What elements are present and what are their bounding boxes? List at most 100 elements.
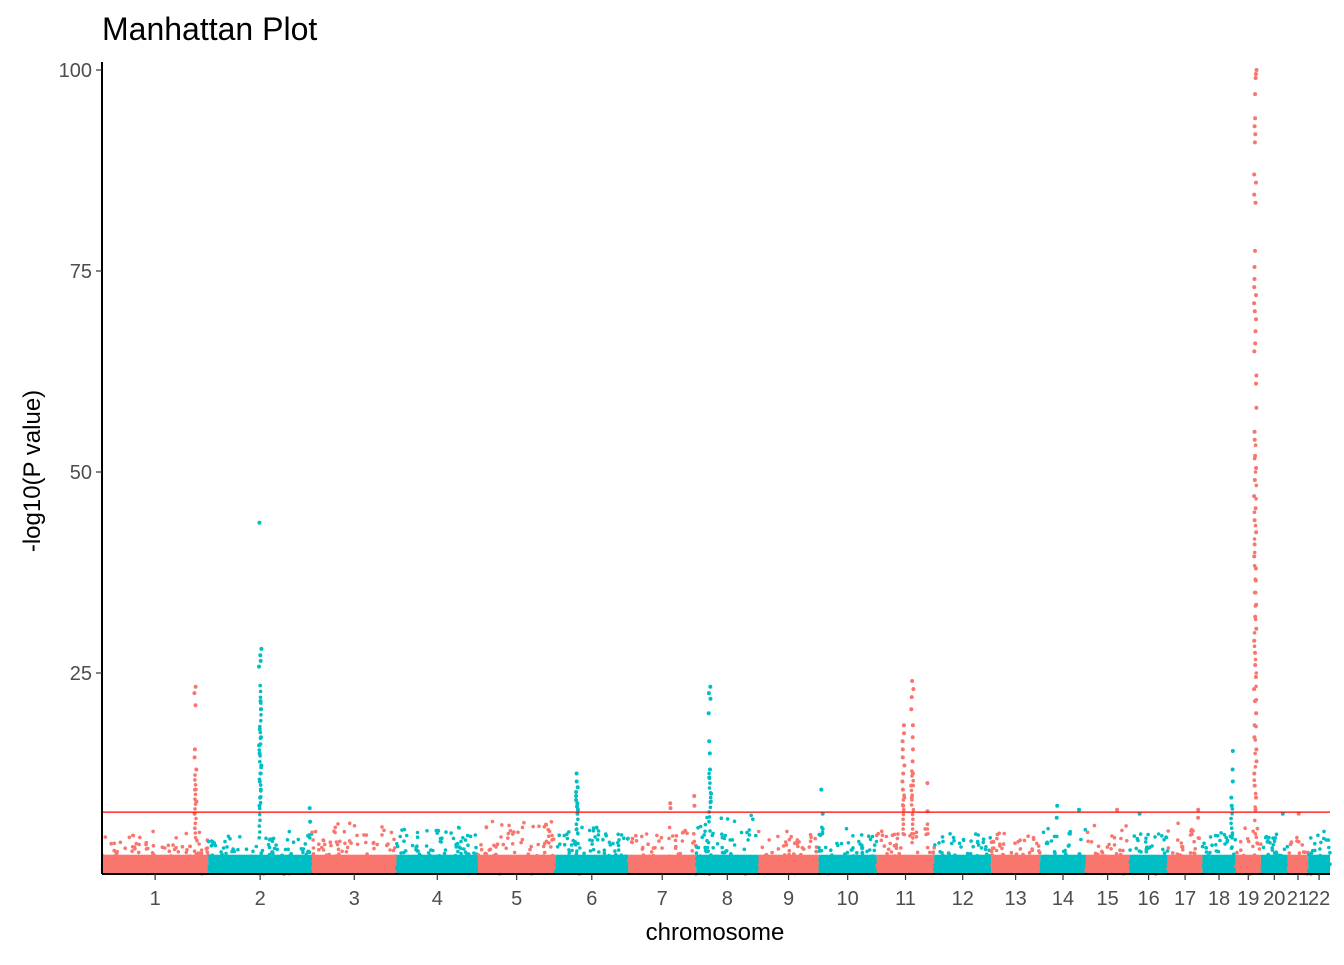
snp-point <box>728 838 732 842</box>
snp-point <box>1134 846 1139 851</box>
peak-snp-point <box>1252 778 1257 782</box>
x-tick-label-6: 6 <box>586 888 597 910</box>
peak-snp-point <box>574 794 579 798</box>
snp-density-band <box>1085 854 1130 874</box>
snp-point <box>439 840 444 844</box>
peak-snp-point <box>901 803 905 807</box>
peak-snp-point <box>901 817 905 822</box>
snp-point <box>1295 835 1299 840</box>
snp-point <box>800 846 805 850</box>
snp-point <box>1255 826 1260 831</box>
snp-point <box>484 852 489 856</box>
snp-point <box>657 839 661 843</box>
snp-point <box>542 850 547 855</box>
snp-point <box>957 841 962 846</box>
snp-point <box>933 843 937 847</box>
snp-point <box>1208 835 1213 839</box>
peak-snp-point <box>1253 341 1258 346</box>
y-tick-label-50: 50 <box>70 462 92 484</box>
snp-point <box>499 835 503 839</box>
snp-point <box>720 845 724 850</box>
peak-snp-point <box>707 819 711 824</box>
snp-point <box>137 842 141 847</box>
snp-point <box>851 834 855 838</box>
y-tick-label-100: 100 <box>59 60 92 82</box>
snp-point <box>349 841 353 845</box>
snp-point <box>238 835 242 839</box>
snp-point <box>345 845 350 850</box>
peak-snp-point <box>1229 826 1234 830</box>
snp-point <box>951 835 956 840</box>
snp-point <box>199 851 204 856</box>
peak-snp-point <box>708 805 713 810</box>
snp-point <box>703 848 708 853</box>
snp-point <box>362 833 366 837</box>
snp-point <box>283 847 288 852</box>
peak-snp-point <box>909 695 914 700</box>
snp-point <box>226 834 231 839</box>
peak-snp-point <box>193 792 198 797</box>
snp-point <box>1222 832 1227 837</box>
snp-point <box>544 839 549 844</box>
snp-point <box>180 844 185 849</box>
snp-point <box>690 849 694 853</box>
peak-snp-point <box>574 822 579 826</box>
peak-snp-point <box>193 802 198 806</box>
peak-snp-point <box>259 713 263 717</box>
snp-point <box>1038 850 1042 855</box>
peak-snp-point <box>193 778 197 782</box>
snp-point <box>160 845 165 849</box>
snp-point <box>454 845 459 849</box>
peak-snp-point <box>259 701 263 705</box>
peak-snp-point <box>1280 811 1285 816</box>
snp-point <box>474 845 478 850</box>
snp-point <box>1096 844 1101 849</box>
snp-point <box>948 832 952 836</box>
snp-point <box>443 848 448 852</box>
snp-point <box>479 847 484 852</box>
snp-point <box>1105 845 1110 849</box>
snp-point <box>490 819 495 824</box>
snp-point <box>1273 836 1278 840</box>
snp-point <box>995 836 999 841</box>
peak-snp-point <box>910 735 915 740</box>
snp-point <box>380 833 384 837</box>
snp-point <box>659 835 664 840</box>
snp-point <box>507 823 511 828</box>
snp-point <box>1261 845 1266 850</box>
snp-point <box>1121 848 1125 853</box>
snp-point <box>1026 834 1030 838</box>
peak-snp-point <box>193 773 197 777</box>
snp-point <box>520 837 525 842</box>
snp-density-band <box>208 854 312 874</box>
snp-point <box>794 841 798 846</box>
snp-point <box>823 845 828 850</box>
peak-snp-point <box>911 807 916 812</box>
snp-point <box>1246 839 1251 844</box>
peak-snp-point <box>258 830 262 834</box>
snp-point <box>634 839 639 843</box>
peak-snp-point <box>259 789 263 793</box>
snp-point <box>456 825 461 830</box>
peak-snp-point <box>1252 590 1257 595</box>
peak-snp-point <box>911 778 915 783</box>
peak-snp-point <box>1253 329 1258 334</box>
x-tick-label-11: 11 <box>895 888 916 910</box>
snp-point <box>892 832 897 837</box>
snp-point <box>127 835 132 840</box>
snp-point <box>644 832 649 836</box>
snp-point <box>1052 850 1057 854</box>
peak-snp-point <box>258 742 263 746</box>
chromosome-21-points <box>1286 811 1310 876</box>
peak-snp-point <box>1252 124 1257 129</box>
snp-point <box>389 830 394 835</box>
snp-point <box>720 832 724 836</box>
peak-snp-point <box>1254 711 1258 715</box>
snp-point <box>872 843 877 847</box>
snp-point <box>928 850 932 855</box>
snp-point <box>952 838 956 843</box>
snp-point <box>398 834 403 839</box>
snp-point <box>696 826 700 830</box>
snp-point <box>1045 841 1050 845</box>
snp-point <box>528 847 532 852</box>
